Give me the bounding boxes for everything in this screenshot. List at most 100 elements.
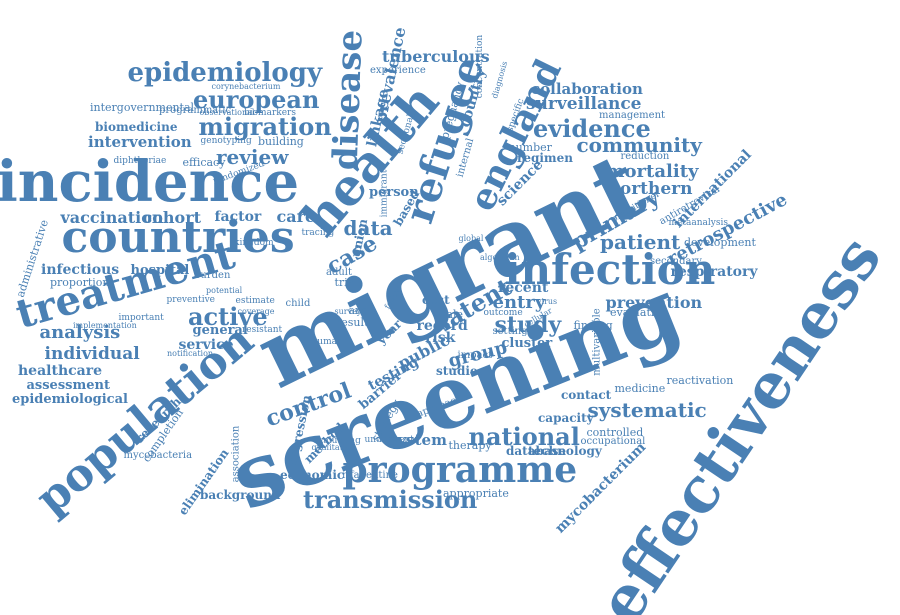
word-service: service (178, 337, 234, 353)
word-infectious: infectious (41, 262, 120, 278)
word-association: association (229, 425, 241, 483)
word-background: background (200, 488, 281, 502)
word-area: area (348, 303, 374, 317)
word-kingdom: kingdom (234, 237, 274, 248)
word-analysis: analysis (39, 322, 121, 343)
word-number: number (508, 140, 552, 154)
word-algorithm: algorithm (480, 253, 520, 262)
word-immigrant: immigrant (379, 169, 390, 217)
word-infection: infection (504, 245, 716, 294)
word-system: system (389, 430, 447, 449)
word-underwent: underwent (364, 434, 414, 445)
word-systematic: systematic (587, 398, 707, 422)
word-record: record (416, 318, 468, 334)
word-european: european (193, 85, 320, 114)
word-coverage: coverage (237, 307, 275, 316)
word-appropriate: appropriate (443, 486, 509, 500)
word-child: child (285, 298, 311, 309)
word-prevention: prevention (605, 293, 703, 312)
word-medicine: medicine (614, 381, 666, 395)
word-intergovernmental: intergovernmental (90, 100, 195, 114)
word-preventive: preventive (166, 294, 216, 305)
word-surveys: surveys (334, 307, 366, 316)
word-entry: entry (492, 292, 546, 313)
word-outcome: outcome (483, 307, 523, 318)
word-impact: impact (457, 350, 493, 361)
word-transmission: transmission (303, 485, 478, 514)
word-rifapentine: rifapentine (342, 470, 398, 481)
word-potential: potential (206, 286, 243, 295)
word-finding: finding (573, 318, 613, 332)
word-general: general (192, 322, 248, 338)
word-development: development (684, 235, 756, 249)
word-experience: experience (370, 65, 426, 76)
word-respiratory: respiratory (670, 264, 758, 280)
word-qualitative: qualitative (311, 443, 355, 452)
word-patient: patient (600, 230, 681, 254)
word-mortality: mortality (605, 161, 699, 182)
word-implementation: implementation (73, 321, 137, 330)
word-cost: cost (422, 293, 450, 307)
word-notification: notification (167, 349, 214, 358)
word-care: care (276, 207, 316, 226)
word-migration: migration (198, 112, 332, 141)
word-adult: adult (326, 267, 353, 278)
word-national: national (468, 422, 580, 451)
word-global: global (458, 234, 484, 243)
word-economic: economic (280, 468, 345, 482)
word-cohort: cohort (142, 208, 202, 227)
word-assessment: assessment (26, 377, 110, 393)
word-secondary: secondary (650, 256, 702, 267)
word-study: study (494, 312, 562, 338)
word-trial: trial (334, 275, 358, 289)
word-recent: recent (498, 280, 549, 296)
word-tuberculous: tuberculous (382, 47, 490, 66)
word-collaboration: collaboration (531, 79, 643, 98)
word-estimate: estimate (235, 295, 275, 306)
word-individual: individual (44, 343, 140, 364)
word-reduction: reduction (620, 151, 670, 162)
word-hospital: hospital (130, 262, 190, 278)
word-diphtheriae: diphtheriae (113, 155, 167, 166)
word-burden: burden (194, 270, 231, 281)
word-human: human (311, 336, 343, 347)
word-setting: setting (492, 326, 528, 337)
word-concentration: concentration (474, 34, 485, 98)
word-northern: northern (607, 178, 693, 199)
word-building: building (258, 134, 304, 148)
word-tracing: tracing (301, 227, 335, 238)
word-epidemiological: epidemiological (12, 391, 128, 407)
word-proportion: proportion (50, 275, 110, 289)
word-review: review (216, 145, 289, 169)
word-regimen: regimen (517, 151, 573, 165)
word-studies: studies (436, 364, 485, 378)
word-biomarkers: biomarkers (244, 107, 296, 118)
word-important: important (118, 312, 164, 323)
word-genotyping: genotyping (200, 135, 252, 146)
word-biomedicine: biomedicine (95, 120, 178, 134)
word-active: active (188, 302, 268, 331)
word-wale: wale (437, 307, 464, 321)
word-technology: technology (528, 444, 602, 458)
word-factor: factor (214, 209, 262, 225)
word-programme: programme (342, 449, 578, 491)
word-therapy: therapy (448, 438, 492, 452)
word-reactivation: reactivation (666, 373, 734, 387)
word-data: data (343, 216, 393, 240)
word-surveillance: surveillance (526, 93, 642, 114)
word-management: management (599, 110, 666, 121)
word-epidemiology: epidemiology (127, 58, 323, 88)
word-intervention: intervention (88, 132, 192, 151)
word-resistant: resistant (242, 324, 283, 335)
word-result: result (336, 315, 369, 329)
word-programmatic: programmatic (159, 105, 232, 116)
word-evaluating: evaluating (313, 435, 361, 446)
word-occupational: occupational (580, 436, 646, 447)
word-observational: observational (199, 108, 255, 117)
word-capacity: capacity (538, 411, 594, 425)
word-countries: countries (61, 212, 295, 263)
word-corynebacterium: corynebacterium (211, 82, 281, 91)
word-efficacy: efficacy (182, 155, 226, 169)
word-person: person (369, 184, 419, 200)
